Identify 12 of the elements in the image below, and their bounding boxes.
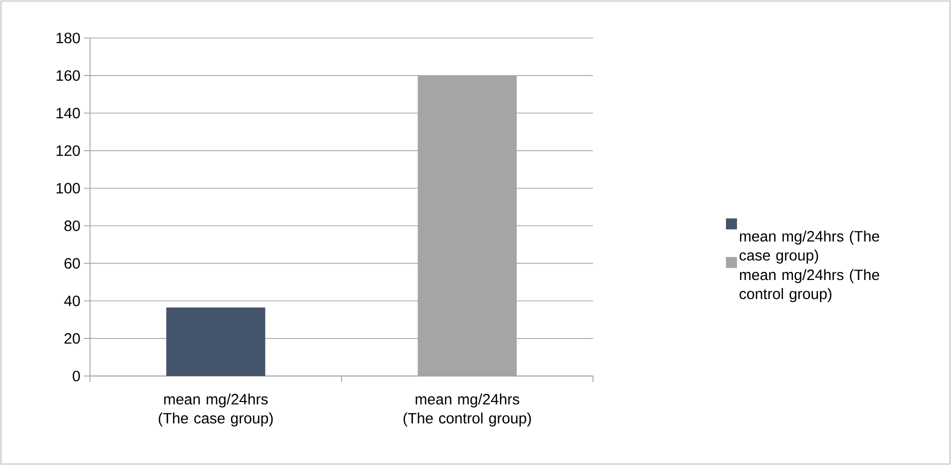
y-tick-label: 120 [56, 145, 80, 156]
y-tick-label: 80 [64, 220, 80, 232]
legend-label: mean mg/24hrs (The control group) [740, 269, 880, 302]
y-tick-label: 60 [64, 258, 80, 269]
y-tick-label: 20 [64, 333, 80, 344]
y-tick-label: 140 [56, 108, 80, 118]
legend-label: mean mg/24hrs (The case group) [740, 230, 880, 264]
y-tick-label: 40 [64, 296, 80, 306]
y-tick-label: 100 [56, 182, 80, 194]
y-tick-label: 0 [72, 370, 80, 382]
y-tick-label: 160 [56, 70, 80, 81]
y-tick-label: 180 [56, 32, 80, 44]
